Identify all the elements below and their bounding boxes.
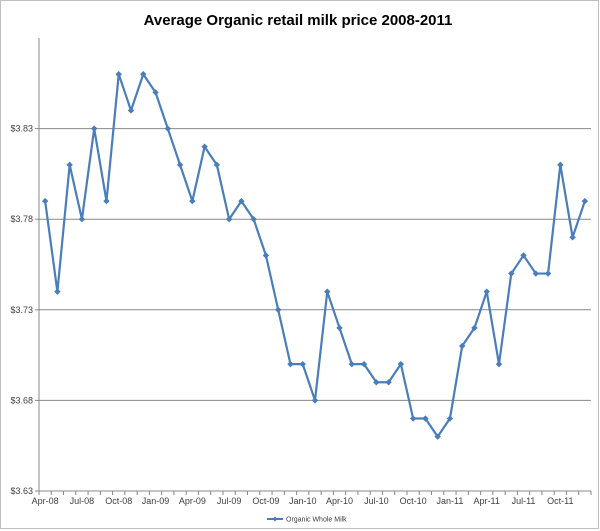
- data-point: [397, 360, 405, 368]
- data-point: [324, 288, 331, 295]
- y-tick-label: $3.78: [10, 214, 33, 224]
- data-point: [348, 360, 355, 368]
- y-axis-labels: $3.63 $3.68 $3.73 $3.78 $3.83: [10, 124, 33, 496]
- legend-label: Organic Whole Milk: [286, 517, 347, 524]
- data-point: [250, 216, 257, 223]
- data-point: [532, 270, 539, 277]
- data-point: [176, 161, 184, 169]
- x-tick-label: Jul-11: [512, 496, 536, 506]
- data-point: [275, 306, 282, 313]
- x-tick-label: Jul-09: [217, 496, 242, 506]
- x-tick-label: Jan-10: [289, 496, 317, 506]
- data-point: [495, 360, 503, 368]
- data-point: [373, 379, 380, 386]
- data-point: [66, 161, 73, 169]
- x-tick-label: Oct-11: [547, 496, 573, 506]
- chart-title: Average Organic retail milk price 2008-2…: [144, 12, 453, 29]
- data-point: [311, 397, 319, 404]
- gridlines: [39, 128, 591, 401]
- y-tick-label: $3.68: [10, 395, 33, 405]
- axes: [35, 38, 592, 495]
- x-tick-label: Jul-08: [70, 496, 95, 506]
- data-point: [422, 415, 429, 422]
- data-point: [446, 415, 454, 422]
- x-tick-label: Oct-08: [105, 496, 132, 506]
- data-point: [262, 252, 270, 259]
- data-point: [299, 360, 306, 368]
- data-point: [213, 161, 221, 169]
- y-tick-label: $3.73: [10, 305, 33, 315]
- data-point: [127, 107, 135, 114]
- data-point: [520, 252, 527, 259]
- data-point: [483, 288, 490, 295]
- x-axis-labels: Apr-08 Jul-08 Oct-08 Jan-09 Apr-09 Jul-09 Oct-…: [32, 496, 574, 506]
- data-point: [91, 125, 98, 132]
- x-tick-label: Jan-09: [142, 496, 170, 506]
- data-point: [78, 216, 86, 223]
- data-point: [41, 197, 49, 205]
- legend: Organic Whole Milk: [267, 516, 347, 524]
- data-point: [569, 234, 576, 241]
- data-point: [409, 415, 417, 422]
- data-point: [544, 270, 552, 277]
- data-point: [54, 288, 61, 295]
- data-point: [225, 216, 233, 223]
- data-point: [581, 197, 589, 205]
- y-tick-label: $3.63: [10, 486, 33, 496]
- x-tick-label: Apr-11: [474, 496, 500, 506]
- y-tick-label: $3.83: [10, 124, 33, 134]
- data-point: [238, 197, 245, 205]
- data-point: [336, 324, 343, 332]
- x-tick-label: Oct-10: [400, 496, 427, 506]
- x-tick-label: Jul-10: [364, 496, 389, 506]
- x-tick-label: Oct-09: [252, 496, 279, 506]
- data-point: [164, 125, 171, 132]
- data-point: [434, 433, 441, 440]
- data-point: [360, 360, 368, 368]
- data-point: [471, 324, 478, 332]
- x-tick-label: Apr-10: [326, 496, 353, 506]
- data-point: [152, 89, 159, 96]
- data-point: [115, 71, 122, 78]
- series-organic-whole-milk: [41, 71, 589, 440]
- data-point: [459, 342, 466, 350]
- x-tick-label: Apr-08: [32, 496, 59, 506]
- data-point: [189, 197, 196, 205]
- data-point: [140, 71, 147, 78]
- data-point: [557, 161, 564, 169]
- legend-marker: [272, 516, 278, 522]
- x-tick-label: Jan-11: [437, 496, 464, 506]
- data-point: [103, 197, 110, 205]
- data-point: [287, 360, 294, 368]
- x-tick-label: Apr-09: [179, 496, 206, 506]
- data-point: [385, 379, 392, 386]
- data-point: [201, 143, 208, 150]
